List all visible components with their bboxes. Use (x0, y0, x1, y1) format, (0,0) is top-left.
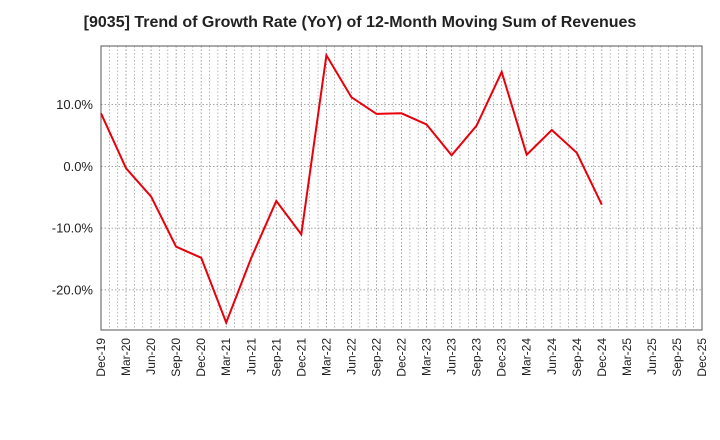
x-tick-label: Jun-22 (344, 338, 358, 375)
x-tick-label: Sep-23 (470, 338, 484, 377)
plot-frame (100, 45, 703, 331)
x-tick-label: Dec-25 (695, 338, 709, 377)
x-tick-label: Mar-21 (219, 338, 233, 376)
x-tick-label: Sep-20 (169, 338, 183, 377)
chart-title: [9035] Trend of Growth Rate (YoY) of 12-… (83, 14, 637, 31)
x-tick-label: Jun-21 (244, 338, 258, 375)
x-tick-label: Sep-22 (369, 338, 383, 377)
x-tick-label: Dec-19 (94, 338, 108, 377)
series-line (100, 52, 603, 326)
y-tick-label: 0.0% (63, 159, 93, 174)
x-tick-label: Jun-23 (445, 338, 459, 375)
y-tick-label: 10.0% (56, 97, 93, 112)
x-tick-label: Dec-23 (495, 338, 509, 377)
x-tick-label: Dec-20 (194, 338, 208, 377)
x-tick-label: Dec-21 (294, 338, 308, 377)
x-tick-label: Dec-24 (595, 338, 609, 377)
x-tick-label: Sep-24 (570, 338, 584, 377)
x-tick-label: Jun-24 (545, 338, 559, 375)
x-tick-label: Dec-22 (395, 338, 409, 377)
x-tick-label: Jun-20 (144, 338, 158, 375)
x-tick-label: Jun-25 (645, 338, 659, 375)
x-tick-label: Mar-20 (119, 338, 133, 376)
x-tick-label: Mar-25 (620, 338, 634, 376)
x-tick-label: Mar-22 (319, 338, 333, 376)
x-tick-label: Sep-25 (670, 338, 684, 377)
x-tick-label: Sep-21 (269, 338, 283, 377)
x-tick-label: Mar-23 (420, 338, 434, 376)
y-tick-label: -20.0% (52, 282, 94, 297)
x-tick-label: Mar-24 (520, 338, 534, 376)
y-tick-label: -10.0% (52, 221, 94, 236)
